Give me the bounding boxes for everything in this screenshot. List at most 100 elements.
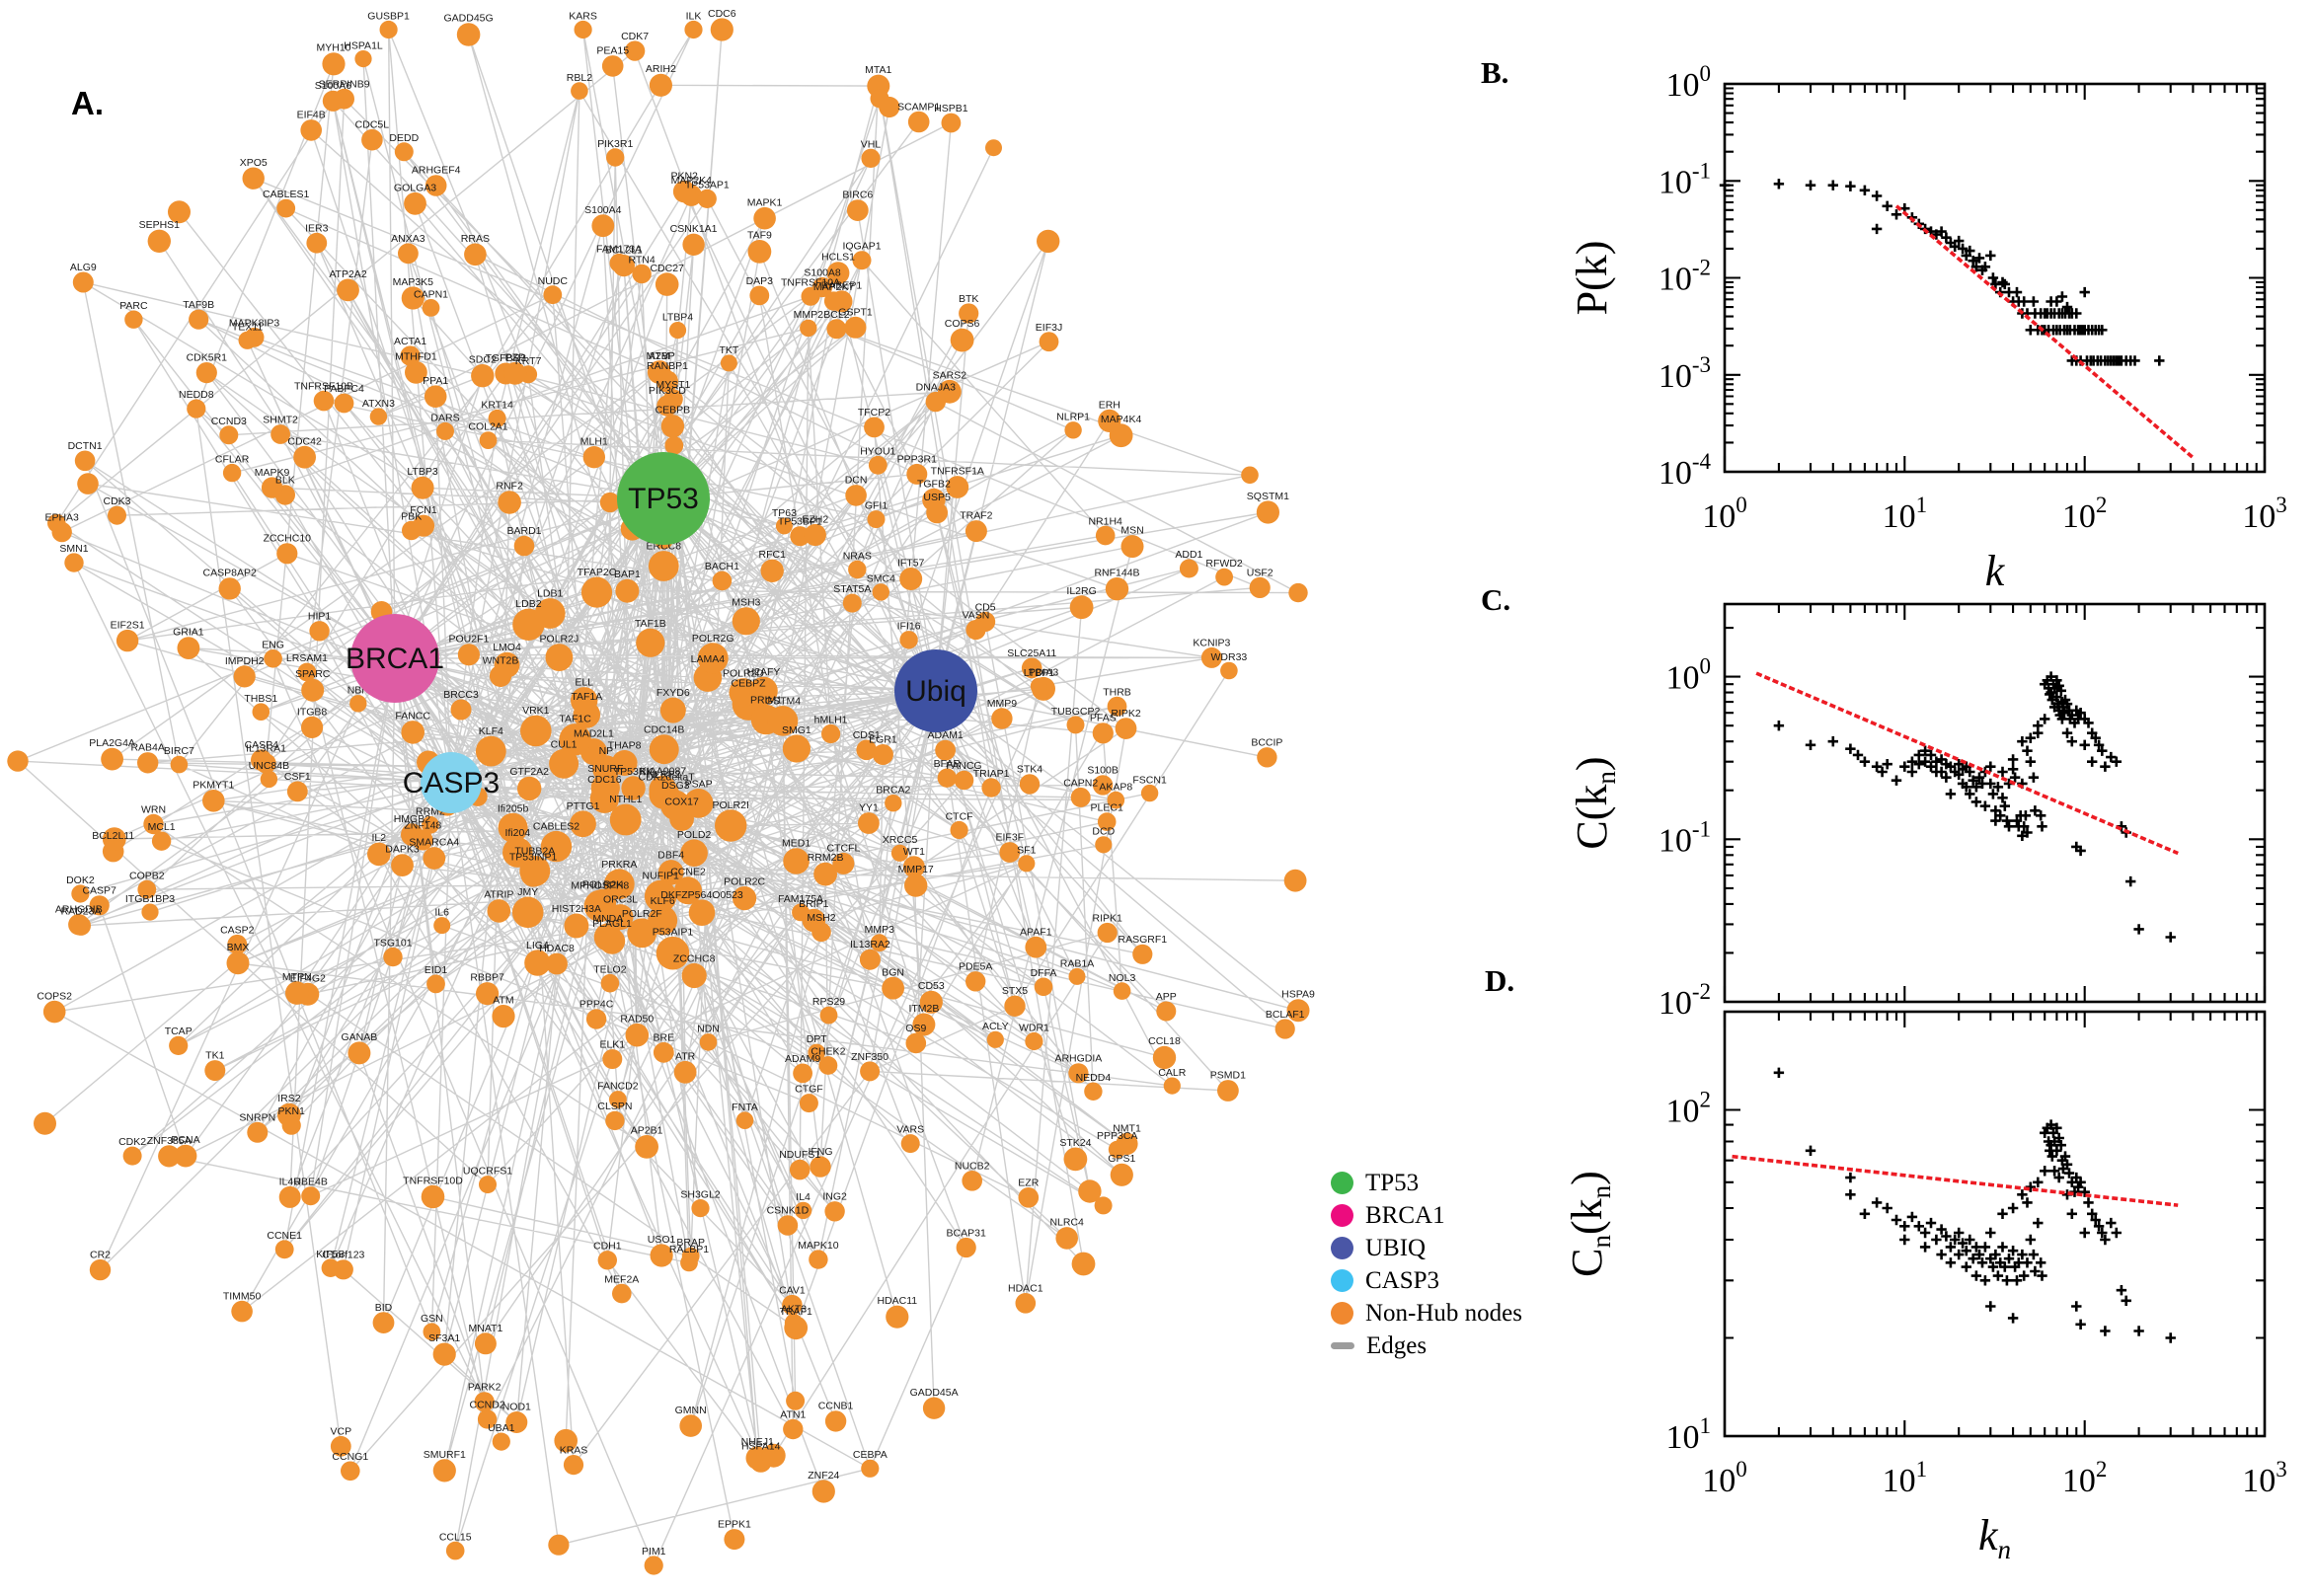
network-node — [233, 665, 256, 688]
network-node — [985, 139, 1002, 157]
svg-text:HYOU1: HYOU1 — [860, 445, 895, 457]
svg-text:BFAR: BFAR — [934, 758, 962, 770]
svg-text:SF3A1: SF3A1 — [428, 1332, 460, 1344]
network-node — [1283, 869, 1307, 892]
network-node — [832, 852, 855, 874]
svg-text:VCP: VCP — [331, 1425, 352, 1437]
svg-text:FAM173A: FAM173A — [596, 243, 642, 255]
svg-text:P53AIP1: P53AIP1 — [653, 926, 694, 938]
svg-text:RAD50: RAD50 — [620, 1013, 654, 1025]
svg-text:MAPK1: MAPK1 — [747, 196, 783, 208]
svg-text:RBL2: RBL2 — [567, 72, 592, 84]
network-node — [644, 879, 677, 913]
svg-text:EIF4B: EIF4B — [297, 110, 326, 121]
network-node — [1015, 1293, 1037, 1314]
svg-text:CSNK1D: CSNK1D — [767, 1205, 810, 1217]
svg-text:RFWD2: RFWD2 — [1205, 558, 1242, 570]
svg-text:CAPN1: CAPN1 — [414, 288, 448, 300]
network-node — [89, 1258, 112, 1281]
svg-text:PPP3CA: PPP3CA — [1097, 1130, 1137, 1142]
network-node — [1113, 982, 1131, 1000]
svg-text:TGFB2: TGFB2 — [917, 478, 951, 490]
network-node — [1078, 1179, 1102, 1203]
network-node — [261, 477, 283, 498]
svg-text:COPB2: COPB2 — [129, 870, 165, 881]
svg-text:HIP1: HIP1 — [308, 611, 332, 623]
svg-text:BCL2: BCL2 — [823, 309, 849, 321]
legend-label: CASP3 — [1365, 1266, 1440, 1294]
scatter-points-d — [1773, 1067, 2176, 1343]
network-node — [34, 1111, 56, 1135]
network-node — [546, 952, 568, 975]
svg-text:OS9: OS9 — [905, 1023, 926, 1034]
svg-text:PPP4C: PPP4C — [579, 999, 614, 1011]
svg-text:POLR2F: POLR2F — [622, 908, 662, 920]
network-node — [313, 390, 335, 412]
network-node — [474, 1392, 495, 1412]
svg-text:KRT7: KRT7 — [515, 355, 542, 367]
svg-text:RTN4: RTN4 — [628, 254, 655, 266]
network-node — [659, 697, 686, 723]
network-node — [812, 276, 833, 298]
network-node — [861, 148, 881, 168]
svg-text:KIF5B: KIF5B — [316, 1249, 345, 1260]
network-node — [826, 319, 847, 340]
network-node — [777, 1215, 799, 1236]
network-node — [450, 699, 472, 721]
network-node — [250, 749, 272, 771]
svg-text:VARS: VARS — [896, 1124, 924, 1136]
svg-text:MPHOSPH8: MPHOSPH8 — [571, 879, 629, 891]
network-node — [603, 869, 635, 900]
svg-text:S100B: S100B — [1087, 765, 1119, 777]
network-node — [72, 271, 94, 293]
svg-text:EIF3F: EIF3F — [996, 832, 1025, 844]
network-node — [986, 1030, 1004, 1048]
network-node — [540, 830, 573, 863]
network-node — [625, 1023, 650, 1047]
svg-text:SLC25A11: SLC25A11 — [1007, 647, 1056, 659]
legend-item-brca1: BRCA1 — [1331, 1199, 1587, 1232]
svg-text:HSPA9: HSPA9 — [1281, 989, 1315, 1001]
network-node — [859, 949, 881, 970]
svg-text:S100A6: S100A6 — [315, 80, 352, 92]
network-node — [864, 417, 885, 438]
svg-text:ADAM1: ADAM1 — [928, 729, 964, 741]
svg-text:SPARC: SPARC — [295, 668, 331, 680]
svg-text:CASP7: CASP7 — [82, 885, 116, 897]
svg-text:PZP: PZP — [505, 351, 525, 363]
network-node — [423, 1323, 441, 1341]
network-node — [712, 570, 733, 591]
svg-text:ZCCHC10: ZCCHC10 — [264, 533, 312, 545]
svg-text:CDC5L: CDC5L — [355, 118, 390, 130]
svg-text:BCL2L11: BCL2L11 — [92, 830, 134, 842]
network-node — [656, 395, 678, 417]
network-node — [720, 354, 737, 372]
network-node — [882, 976, 904, 1000]
svg-text:FANCC: FANCC — [395, 711, 430, 722]
network-node — [753, 206, 776, 230]
svg-text:NUCB2: NUCB2 — [955, 1161, 990, 1173]
network-node — [487, 899, 511, 923]
svg-text:SMG1: SMG1 — [782, 724, 811, 736]
network-node — [204, 1060, 226, 1082]
network-node — [276, 543, 298, 565]
network-node — [1115, 718, 1137, 739]
network-node — [476, 982, 500, 1006]
network-node — [962, 1171, 982, 1191]
network-node — [394, 142, 414, 162]
network-node — [1098, 409, 1121, 432]
network-node — [77, 473, 99, 494]
network-node — [1095, 525, 1116, 546]
network-node — [845, 485, 867, 506]
network-node — [1068, 1063, 1089, 1084]
svg-text:IFNG: IFNG — [808, 1146, 832, 1158]
network-node — [1037, 229, 1060, 254]
network-node — [492, 1432, 510, 1451]
network-node — [900, 1134, 920, 1154]
svg-text:DCTN1: DCTN1 — [68, 440, 103, 452]
svg-text:COPS2: COPS2 — [37, 990, 72, 1002]
network-node — [636, 628, 665, 657]
network-node — [502, 837, 533, 868]
network-node — [609, 253, 629, 273]
network-node — [1152, 1045, 1177, 1070]
